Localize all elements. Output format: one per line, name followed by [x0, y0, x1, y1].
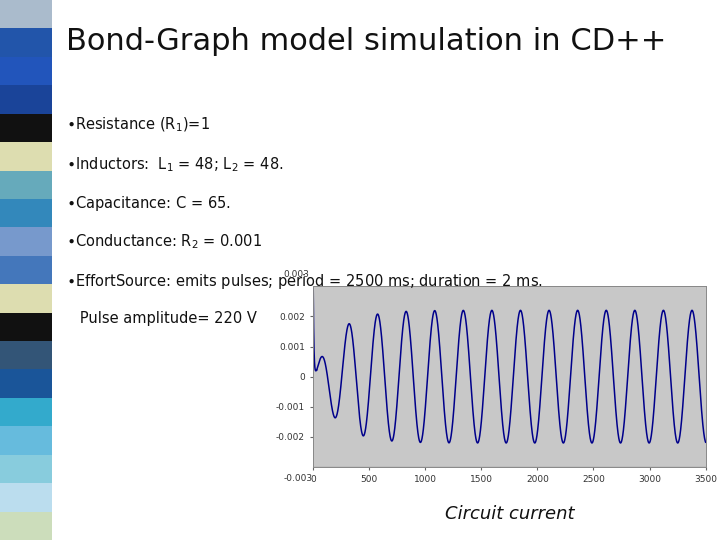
Text: -0.003: -0.003 — [284, 474, 313, 483]
Text: Bond-Graph model simulation in CD++: Bond-Graph model simulation in CD++ — [66, 27, 667, 56]
Text: $\bullet$Resistance (R$_1$)=1: $\bullet$Resistance (R$_1$)=1 — [66, 116, 210, 134]
Text: 0.003: 0.003 — [284, 270, 310, 279]
Text: $\bullet$Inductors:  L$_1$ = 48; L$_2$ = 48.: $\bullet$Inductors: L$_1$ = 48; L$_2$ = … — [66, 155, 284, 174]
Text: $\bullet$EffortSource: emits pulses; period = 2500 ms; duration = 2 ms.: $\bullet$EffortSource: emits pulses; per… — [66, 272, 543, 291]
Text: Circuit current: Circuit current — [445, 505, 574, 523]
Text: $\bullet$Conductance: R$_2$ = 0.001: $\bullet$Conductance: R$_2$ = 0.001 — [66, 233, 262, 252]
Text: $\bullet$Capacitance: C = 65.: $\bullet$Capacitance: C = 65. — [66, 194, 231, 213]
Text: Pulse amplitude= 220 V: Pulse amplitude= 220 V — [66, 310, 257, 326]
